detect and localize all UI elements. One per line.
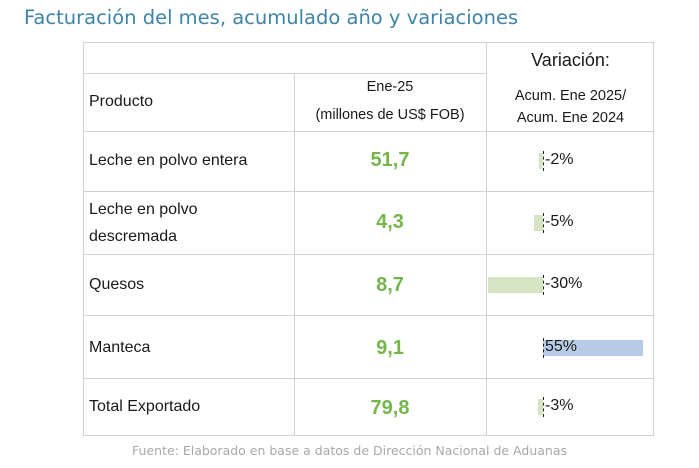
variation-bar [537, 399, 543, 415]
row-divider [84, 191, 653, 192]
variation-label: -3% [545, 397, 574, 414]
row-product-name: Leche en polvo [89, 201, 198, 218]
variation-label: -5% [545, 213, 574, 230]
row-divider [84, 378, 653, 379]
export-table: Producto Ene-25 (millones de US$ FOB) Va… [83, 42, 654, 436]
variation-label: 55% [545, 338, 578, 355]
row-value: 9,1 [376, 337, 404, 359]
row-product-name: Total Exportado [89, 398, 201, 415]
row-value: 79,8 [370, 397, 410, 419]
row-value: 4,3 [376, 211, 404, 233]
header-period: Ene-25 [366, 79, 414, 95]
variation-axis [543, 275, 545, 295]
variation-bar [533, 215, 543, 231]
page-title: Facturación del mes, acumulado año y var… [24, 6, 519, 29]
source-note: Fuente: Elaborado en base a datos de Dir… [132, 443, 567, 458]
variation-bar [488, 277, 543, 293]
row-divider [84, 73, 486, 74]
row-product-name-line2: descremada [89, 228, 178, 245]
row-product-name: Manteca [89, 339, 151, 356]
variation-bar [543, 340, 644, 356]
row-value: 51,7 [370, 149, 410, 171]
variation-bar [539, 153, 543, 169]
variation-axis [543, 338, 545, 358]
header-variacion-line2: Acum. Ene 2024 [516, 110, 625, 126]
variation-axis [543, 213, 545, 233]
row-value: 8,7 [376, 274, 404, 296]
header-producto: Producto [89, 93, 154, 110]
variation-axis [543, 151, 545, 171]
column-divider [486, 43, 487, 435]
variation-label: -2% [545, 151, 574, 168]
row-product-name: Leche en polvo entera [89, 152, 248, 169]
row-divider [84, 131, 653, 132]
row-divider [84, 315, 653, 316]
row-divider [84, 254, 653, 255]
variation-label: -30% [545, 275, 583, 292]
variation-axis [543, 397, 545, 417]
header-variacion-line1: Acum. Ene 2025/ [514, 88, 627, 104]
header-variacion: Variación: [531, 50, 610, 70]
row-product-name: Quesos [89, 276, 145, 293]
header-units: (millones de US$ FOB) [315, 107, 465, 123]
